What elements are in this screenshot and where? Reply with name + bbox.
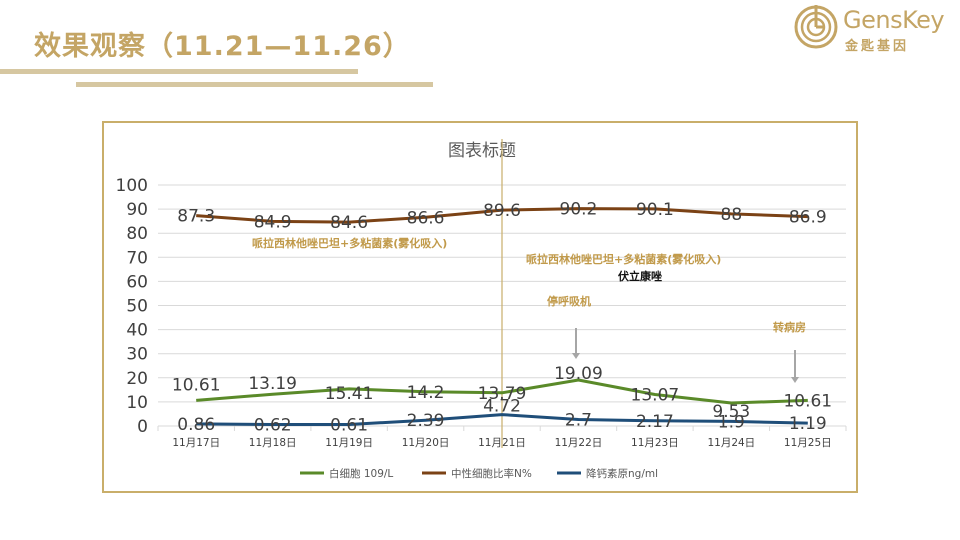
title-underline-bar [0, 69, 358, 74]
chart-title: 图表标题 [448, 141, 516, 161]
y-tick-label: 30 [126, 345, 148, 365]
annotation-text: 停呼吸机 [547, 294, 591, 308]
y-tick-label: 90 [126, 200, 148, 220]
data-label: 9.53 [712, 402, 750, 422]
y-tick-label: 60 [126, 272, 148, 292]
y-tick-label: 10 [126, 393, 148, 413]
data-label: 13.07 [631, 386, 680, 406]
y-tick-label: 100 [116, 176, 148, 196]
data-label: 2.17 [636, 412, 674, 432]
data-label: 10.61 [783, 391, 832, 411]
data-label: 87.3 [177, 207, 215, 227]
data-label: 15.41 [325, 384, 374, 404]
data-label: 90.2 [560, 200, 598, 220]
x-tick-label: 11月20日 [402, 437, 450, 449]
annotation-text: 哌拉西林他唑巴坦+多粘菌素(雾化吸入) [526, 252, 721, 266]
x-tick-label: 11月24日 [707, 437, 755, 449]
data-label: 2.7 [565, 410, 592, 430]
data-label: 84.6 [330, 213, 368, 233]
annotation-text: 伏立康唑 [618, 269, 662, 283]
y-tick-label: 80 [126, 224, 148, 244]
x-tick-label: 11月17日 [172, 437, 220, 449]
data-label: 10.61 [172, 375, 221, 395]
data-label: 86.9 [789, 208, 827, 228]
data-label: 19.09 [554, 364, 603, 384]
legend-label: 降钙素原ng/ml [586, 467, 658, 480]
annotation-arrow-head [791, 377, 799, 383]
data-label: 86.6 [407, 208, 445, 228]
x-tick-label: 11月22日 [555, 437, 603, 449]
x-tick-label: 11月18日 [249, 437, 297, 449]
annotation-arrow-head [572, 353, 580, 359]
y-tick-label: 70 [126, 248, 148, 268]
x-tick-label: 11月23日 [631, 437, 679, 449]
data-label: 0.61 [330, 416, 368, 436]
x-tick-label: 11月19日 [325, 437, 373, 449]
series-line-1 [196, 378, 808, 405]
data-label: 88 [721, 205, 743, 225]
data-label: 13.19 [248, 374, 297, 394]
slide-title: 效果观察（11.21—11.26） [34, 31, 411, 62]
legend-label: 白细胞 109/L [329, 467, 393, 480]
title-underline-bar-offset [76, 82, 433, 87]
y-tick-label: 50 [126, 297, 148, 317]
logo-subtitle: 金匙基因 [845, 39, 910, 54]
data-label: 4.72 [483, 397, 521, 417]
chart-frame: 图表标题 0 10 20 30 40 50 60 70 80 90 100 11月17日 11月18日 11… [102, 121, 858, 493]
y-tick-label: 20 [126, 369, 148, 389]
data-label: 2.39 [407, 411, 445, 431]
legend-label: 中性细胞比率N% [451, 467, 532, 480]
company-logo: GensKey 金匙基因 [793, 4, 953, 54]
series-line-2 [196, 207, 808, 224]
data-label: 89.6 [483, 201, 521, 221]
data-label: 0.62 [254, 416, 292, 436]
series-line-3 [196, 413, 808, 426]
data-label: 1.19 [789, 414, 827, 434]
line-chart: 图表标题 0 10 20 30 40 50 60 70 80 90 100 11月17日 11月18日 11… [116, 139, 847, 480]
y-tick-label: 40 [126, 321, 148, 341]
x-tick-label: 11月25日 [784, 437, 832, 449]
data-label: 14.2 [407, 383, 445, 403]
annotation-text: 哌拉西林他唑巴坦+多粘菌素(雾化吸入) [252, 236, 447, 250]
annotation-text: 转病房 [773, 320, 806, 334]
genskey-logo-icon [794, 5, 838, 49]
y-tick-label: 0 [137, 417, 148, 437]
data-label: 84.9 [254, 212, 292, 232]
data-label: 13.79 [478, 384, 527, 404]
logo-wordmark: GensKey [843, 6, 945, 34]
data-label: 90.1 [636, 200, 674, 220]
data-label: 0.86 [177, 415, 215, 435]
data-label: 1.9 [718, 412, 745, 432]
